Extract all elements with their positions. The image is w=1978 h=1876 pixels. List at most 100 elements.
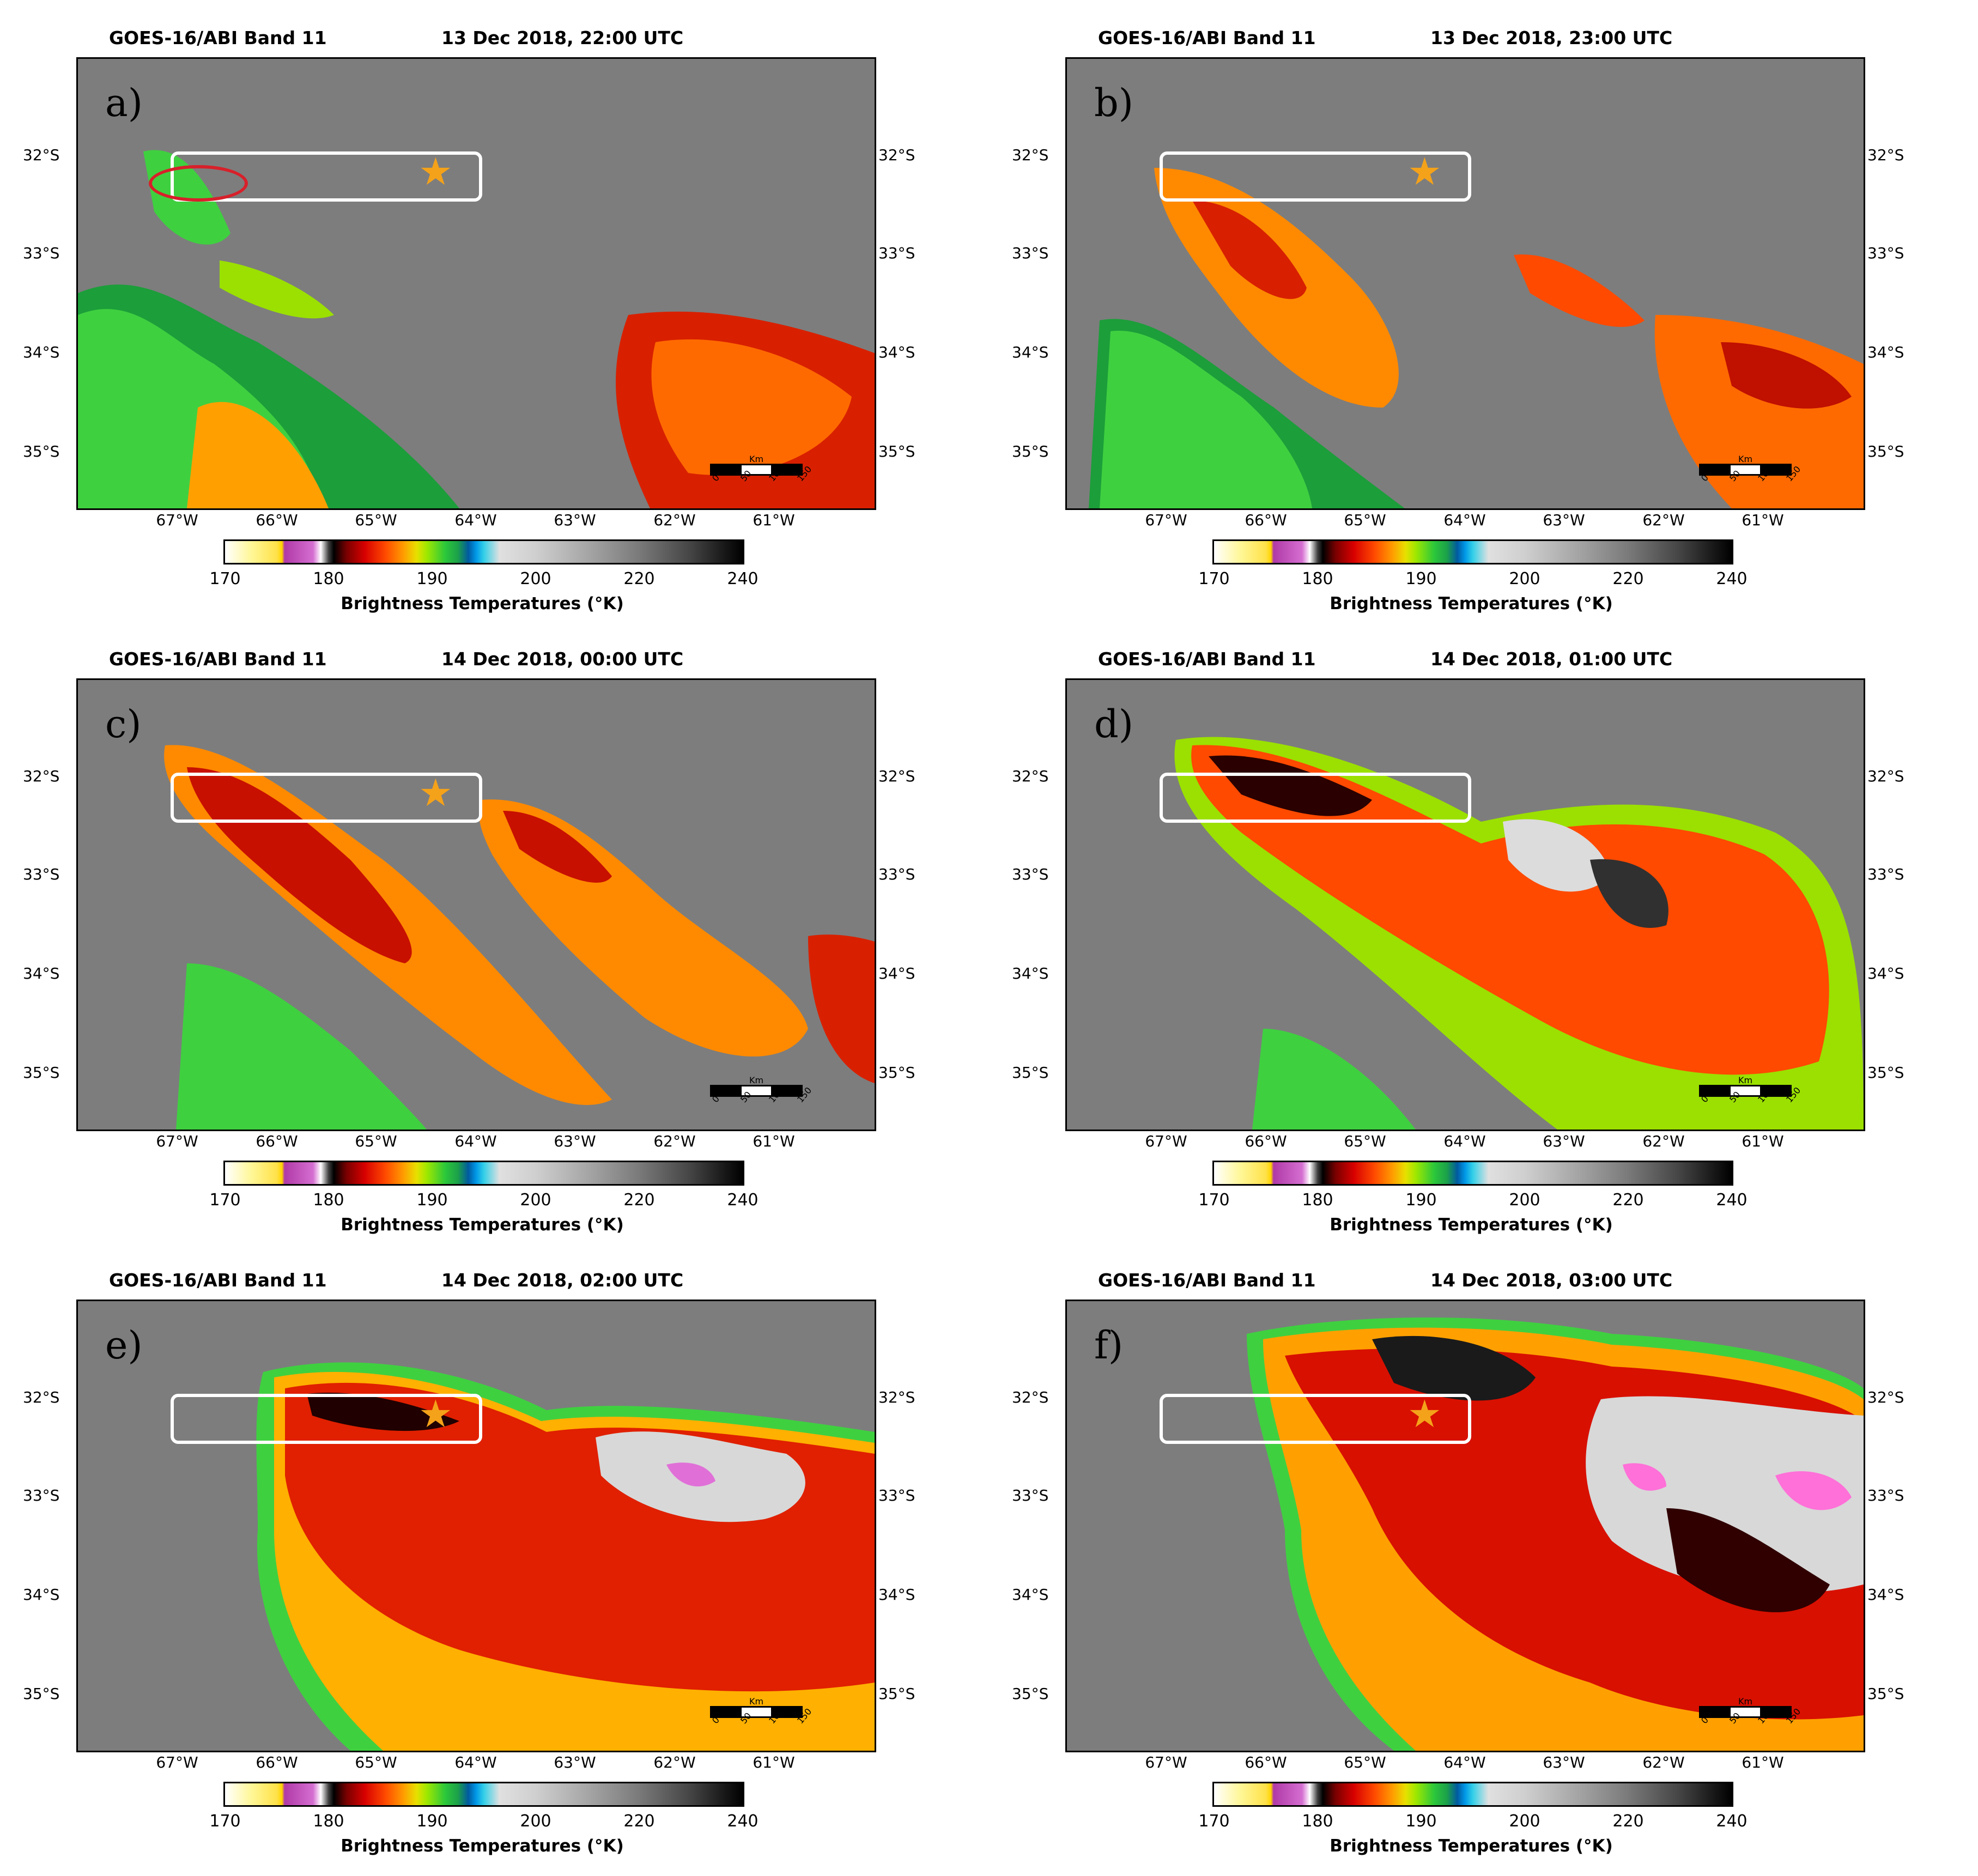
lat-label-left: 34°S	[23, 1586, 60, 1604]
lon-label: 61°W	[753, 1753, 795, 1771]
lat-label-right: 32°S	[878, 1388, 915, 1406]
lon-label: 62°W	[653, 511, 696, 529]
lon-label: 66°W	[1245, 1753, 1287, 1771]
panel-label: a)	[105, 81, 143, 125]
colorbar-tick: 240	[1716, 1812, 1748, 1831]
lat-label-left: 32°S	[1012, 146, 1049, 164]
panel-date-title: 13 Dec 2018, 23:00 UTC	[1430, 27, 1673, 48]
colorbar-tick: 190	[416, 1812, 448, 1831]
lat-label-left: 33°S	[23, 865, 60, 883]
lon-label: 66°W	[256, 1753, 298, 1771]
colorbar-tick: 190	[1405, 1191, 1437, 1210]
colorbar-tick: 200	[520, 1191, 551, 1210]
study-area-box	[1160, 151, 1471, 202]
colorbar-tick: 180	[313, 1191, 344, 1210]
lon-label: 61°W	[753, 1132, 795, 1150]
panel-label: d)	[1094, 702, 1134, 746]
lat-label-right: 33°S	[878, 1486, 915, 1504]
colorbar-label: Brightness Temperatures (°K)	[341, 1836, 624, 1856]
colorbar-label: Brightness Temperatures (°K)	[1330, 594, 1613, 614]
colorbar-tick: 240	[727, 569, 759, 588]
lon-label: 62°W	[1642, 1753, 1685, 1771]
colorbar-tick: 240	[1716, 569, 1748, 588]
lat-label-left: 35°S	[1012, 442, 1049, 460]
lat-label-left: 33°S	[1012, 865, 1049, 883]
satellite-map: c) ★ Km 0 50 100 150	[76, 678, 876, 1131]
location-star-icon: ★	[1407, 149, 1442, 194]
lon-label: 67°W	[156, 1753, 198, 1771]
lat-label-right: 35°S	[1867, 1685, 1904, 1703]
brightness-temperature-field	[78, 680, 875, 1130]
lat-label-left: 33°S	[23, 1486, 60, 1504]
lat-label-right: 35°S	[1867, 442, 1904, 460]
colorbar-tick: 240	[727, 1812, 759, 1831]
lon-label: 61°W	[753, 511, 795, 529]
colorbar-tick: 200	[1509, 1812, 1540, 1831]
panel-instrument-title: GOES-16/ABI Band 11	[109, 27, 327, 48]
lat-label-left: 34°S	[1012, 1586, 1049, 1604]
panel-date-title: 14 Dec 2018, 03:00 UTC	[1430, 1270, 1673, 1291]
colorbar-tick: 180	[1302, 1812, 1333, 1831]
lat-label-right: 33°S	[1867, 244, 1904, 262]
lat-label-left: 32°S	[23, 146, 60, 164]
colorbar-tick: 180	[313, 1812, 344, 1831]
panel-label: f)	[1094, 1323, 1124, 1368]
colorbar-tick: 180	[1302, 569, 1333, 588]
lon-label: 63°W	[554, 1753, 596, 1771]
lon-label: 64°W	[454, 1753, 497, 1771]
location-star-icon: ★	[418, 770, 453, 815]
colorbar-tick: 200	[1509, 569, 1540, 588]
panel-instrument-title: GOES-16/ABI Band 11	[109, 1270, 327, 1291]
lon-label: 63°W	[554, 511, 596, 529]
lat-label-left: 32°S	[23, 1388, 60, 1406]
colorbar-tick: 170	[209, 569, 241, 588]
lon-label: 65°W	[355, 511, 397, 529]
satellite-map: b) ★ Km 0 50 100 150	[1065, 57, 1865, 510]
lat-label-left: 34°S	[23, 343, 60, 361]
scale-bar: Km 0 50 100 150	[1699, 1075, 1803, 1105]
panel-e: GOES-16/ABI Band 11 14 Dec 2018, 02:00 U…	[0, 1242, 989, 1863]
colorbar-tick: 240	[727, 1191, 759, 1210]
lat-label-left: 35°S	[23, 442, 60, 460]
lat-label-left: 32°S	[1012, 767, 1049, 785]
panel-label: b)	[1094, 81, 1134, 125]
colorbar-tick: 190	[1405, 1812, 1437, 1831]
scale-bar: Km 0 50 100 150	[1699, 1696, 1803, 1726]
scale-bar: Km 0 50 100 150	[1699, 454, 1803, 484]
colorbar-tick: 220	[1612, 569, 1644, 588]
satellite-map: d) Km 0 50 100 150	[1065, 678, 1865, 1131]
colorbar	[223, 1161, 744, 1186]
lat-label-right: 34°S	[1867, 343, 1904, 361]
lon-label: 67°W	[1145, 511, 1187, 529]
lat-label-right: 34°S	[878, 1586, 915, 1604]
panel-a: GOES-16/ABI Band 11 13 Dec 2018, 22:00 U…	[0, 0, 989, 621]
panel-date-title: 14 Dec 2018, 00:00 UTC	[441, 648, 684, 670]
lon-label: 67°W	[156, 511, 198, 529]
lat-label-right: 34°S	[1867, 1586, 1904, 1604]
colorbar-tick: 220	[1612, 1812, 1644, 1831]
lat-label-left: 32°S	[1012, 1388, 1049, 1406]
panel-f: GOES-16/ABI Band 11 14 Dec 2018, 03:00 U…	[989, 1242, 1978, 1863]
colorbar-tick: 170	[1198, 1812, 1230, 1831]
colorbar-tick: 220	[1612, 1191, 1644, 1210]
colorbar-tick: 200	[1509, 1191, 1540, 1210]
colorbar-tick: 190	[416, 1191, 448, 1210]
lon-label: 67°W	[156, 1132, 198, 1150]
colorbar-tick: 190	[416, 569, 448, 588]
lat-label-left: 35°S	[23, 1685, 60, 1703]
colorbar	[1212, 1782, 1733, 1807]
brightness-temperature-field	[78, 1301, 875, 1751]
colorbar-tick: 170	[1198, 569, 1230, 588]
brightness-temperature-field	[1067, 59, 1864, 508]
lat-label-right: 32°S	[1867, 767, 1904, 785]
panel-instrument-title: GOES-16/ABI Band 11	[109, 648, 327, 670]
lat-label-right: 33°S	[878, 244, 915, 262]
lat-label-left: 33°S	[1012, 1486, 1049, 1504]
lat-label-right: 34°S	[878, 964, 915, 982]
lat-label-right: 32°S	[1867, 146, 1904, 164]
colorbar-tick: 200	[520, 569, 551, 588]
colorbar-label: Brightness Temperatures (°K)	[341, 1215, 624, 1235]
lon-label: 65°W	[1344, 511, 1386, 529]
lat-label-right: 32°S	[1867, 1388, 1904, 1406]
lon-label: 66°W	[256, 1132, 298, 1150]
